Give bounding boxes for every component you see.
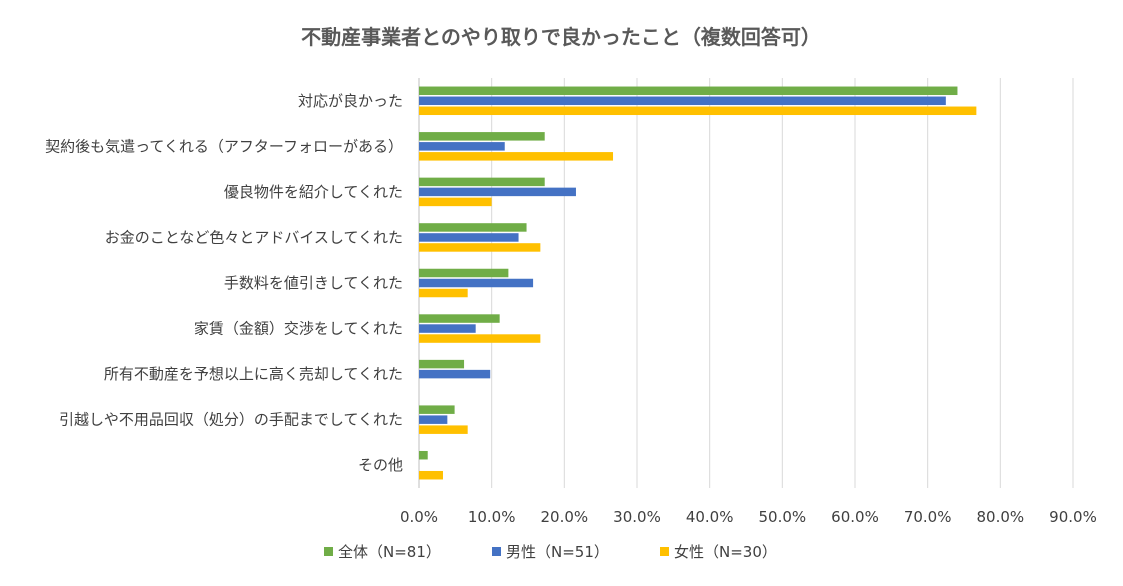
bar bbox=[419, 86, 958, 96]
category-label: 優良物件を紹介してくれた bbox=[224, 183, 403, 201]
bar bbox=[419, 314, 500, 323]
bar bbox=[419, 359, 465, 369]
bar bbox=[419, 243, 541, 252]
legend-label: 男性（N=51） bbox=[506, 543, 609, 561]
category-label: 引越しや不用品回収（処分）の手配までしてくれた bbox=[59, 411, 403, 429]
bar bbox=[419, 268, 509, 278]
x-tick-label: 60.0% bbox=[831, 508, 879, 526]
x-tick-label: 80.0% bbox=[977, 508, 1025, 526]
bar bbox=[419, 369, 491, 379]
category-label: その他 bbox=[358, 456, 403, 474]
category-label: 契約後も気遣ってくれる（アフターフォローがある） bbox=[45, 137, 403, 155]
bar bbox=[419, 470, 443, 480]
bar bbox=[419, 142, 505, 151]
legend-label: 全体（N=81） bbox=[338, 543, 441, 561]
bar bbox=[419, 223, 527, 232]
x-tick-label: 70.0% bbox=[904, 508, 952, 526]
bar bbox=[419, 233, 519, 242]
legend-swatch bbox=[660, 547, 669, 556]
bar bbox=[419, 152, 614, 161]
x-tick-label: 0.0% bbox=[400, 508, 438, 526]
x-tick-label: 90.0% bbox=[1049, 508, 1097, 526]
bar bbox=[419, 405, 455, 414]
chart-title: 不動産事業者とのやり取りで良かったこと（複数回答可） bbox=[301, 25, 821, 49]
x-tick-label: 40.0% bbox=[686, 508, 734, 526]
bar bbox=[419, 278, 534, 288]
bar bbox=[419, 425, 468, 434]
bar bbox=[419, 288, 468, 298]
bar bbox=[419, 415, 448, 424]
category-label: 所有不動産を予想以上に高く売却してくれた bbox=[104, 365, 403, 383]
category-label: 対応が良かった bbox=[298, 92, 403, 110]
bar bbox=[419, 96, 946, 106]
bar bbox=[419, 132, 545, 141]
bar bbox=[419, 197, 492, 207]
category-label: お金のことなど色々とアドバイスしてくれた bbox=[105, 228, 403, 246]
legend-label: 女性（N=30） bbox=[674, 543, 777, 561]
bar bbox=[419, 334, 541, 343]
x-tick-label: 30.0% bbox=[613, 508, 661, 526]
bar bbox=[419, 450, 428, 460]
category-label: 家賃（金額）交渉をしてくれた bbox=[194, 320, 403, 338]
bar bbox=[419, 177, 545, 187]
bar bbox=[419, 187, 576, 197]
x-tick-label: 20.0% bbox=[541, 508, 589, 526]
category-label: 手数料を値引きしてくれた bbox=[224, 274, 403, 292]
bar bbox=[419, 106, 977, 116]
bar bbox=[419, 324, 476, 333]
legend-swatch bbox=[324, 547, 333, 556]
x-tick-label: 10.0% bbox=[468, 508, 516, 526]
legend-swatch bbox=[492, 547, 501, 556]
x-tick-label: 50.0% bbox=[759, 508, 807, 526]
